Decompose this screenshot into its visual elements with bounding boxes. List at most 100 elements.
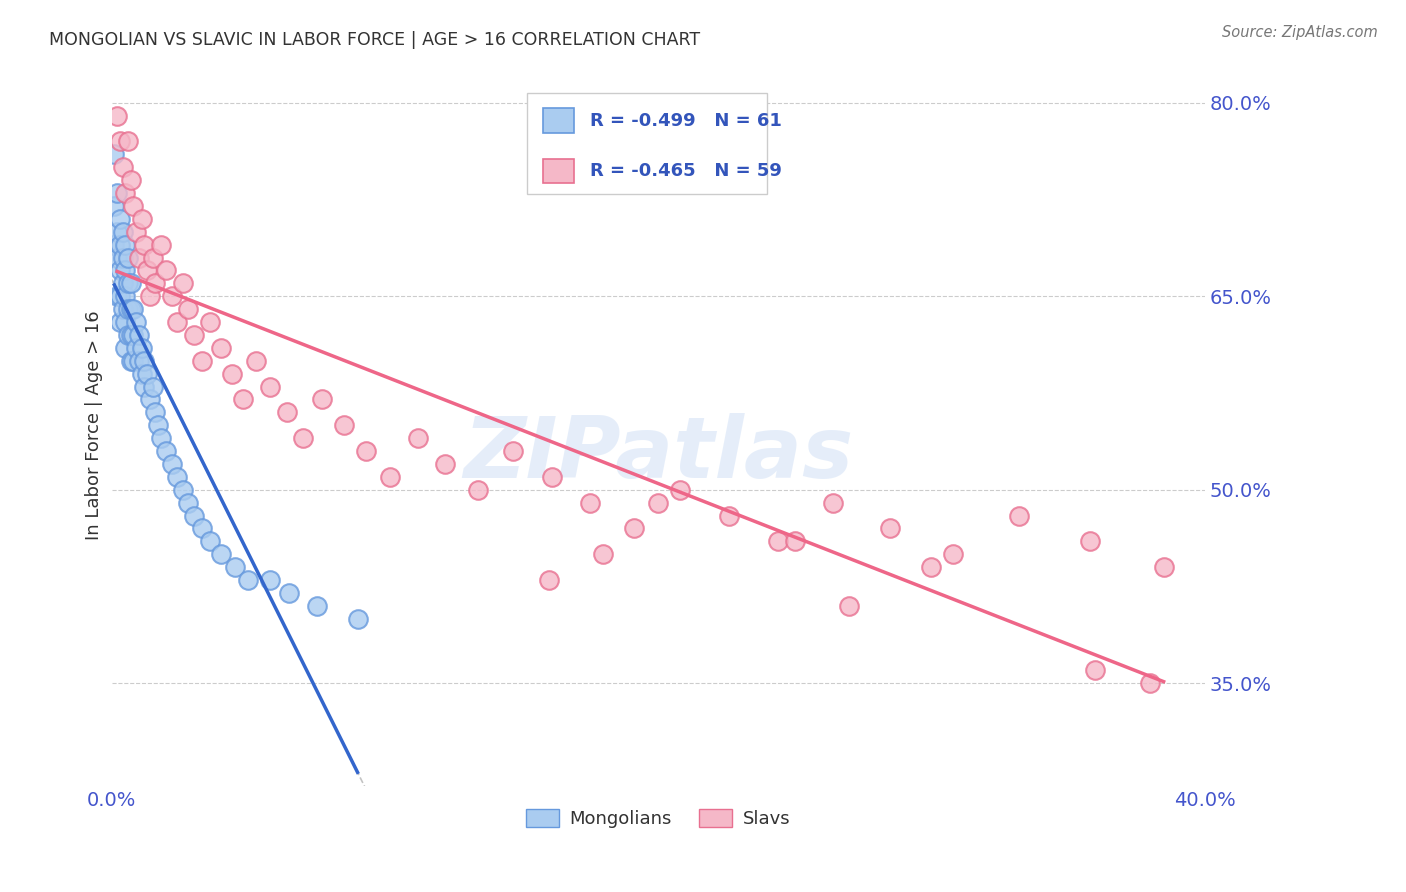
Point	[191, 521, 214, 535]
Point	[117, 277, 139, 291]
Point	[623, 521, 645, 535]
Y-axis label: In Labor Force | Age > 16: In Labor Force | Age > 16	[86, 310, 103, 540]
Point	[942, 547, 965, 561]
Point	[149, 431, 172, 445]
Point	[105, 225, 128, 239]
Point	[111, 251, 134, 265]
Point	[276, 405, 298, 419]
Point	[128, 328, 150, 343]
Point	[783, 534, 806, 549]
Point	[108, 211, 131, 226]
Point	[209, 341, 232, 355]
FancyBboxPatch shape	[543, 159, 574, 183]
Point	[117, 251, 139, 265]
Point	[183, 508, 205, 523]
Point	[333, 418, 356, 433]
Point	[117, 302, 139, 317]
Point	[125, 225, 148, 239]
Point	[920, 560, 942, 574]
Point	[120, 173, 142, 187]
FancyBboxPatch shape	[543, 109, 574, 133]
Point	[122, 328, 145, 343]
Point	[146, 418, 169, 433]
Point	[117, 135, 139, 149]
Point	[172, 277, 194, 291]
Point	[122, 353, 145, 368]
Point	[114, 315, 136, 329]
Point	[103, 237, 125, 252]
Point	[105, 289, 128, 303]
Point	[114, 263, 136, 277]
Point	[1008, 508, 1031, 523]
Point	[768, 534, 790, 549]
Point	[647, 496, 669, 510]
Point	[114, 186, 136, 200]
Point	[579, 496, 602, 510]
Point	[120, 277, 142, 291]
Point	[105, 251, 128, 265]
Point	[131, 211, 153, 226]
Point	[139, 392, 162, 407]
Point	[311, 392, 333, 407]
Point	[821, 496, 844, 510]
Point	[108, 237, 131, 252]
Point	[114, 341, 136, 355]
Point	[111, 161, 134, 175]
Point	[134, 237, 156, 252]
Text: Source: ZipAtlas.com: Source: ZipAtlas.com	[1222, 25, 1378, 40]
Point	[537, 573, 560, 587]
Point	[120, 302, 142, 317]
Point	[111, 302, 134, 317]
Point	[128, 251, 150, 265]
Point	[177, 496, 200, 510]
Point	[838, 599, 860, 613]
Point	[191, 353, 214, 368]
Point	[259, 379, 281, 393]
Point	[108, 135, 131, 149]
Point	[103, 199, 125, 213]
Point	[108, 315, 131, 329]
Point	[166, 470, 188, 484]
Point	[183, 328, 205, 343]
Point	[142, 251, 165, 265]
Point	[406, 431, 429, 445]
Point	[380, 470, 402, 484]
Point	[166, 315, 188, 329]
Point	[278, 586, 301, 600]
Point	[238, 573, 260, 587]
Point	[108, 263, 131, 277]
Point	[103, 147, 125, 161]
Point	[117, 328, 139, 343]
Point	[209, 547, 232, 561]
FancyBboxPatch shape	[527, 93, 768, 194]
Point	[125, 315, 148, 329]
Point	[105, 109, 128, 123]
Point	[592, 547, 614, 561]
Text: R = -0.465   N = 59: R = -0.465 N = 59	[591, 162, 782, 180]
Point	[111, 277, 134, 291]
Point	[142, 379, 165, 393]
Point	[128, 353, 150, 368]
Point	[1078, 534, 1101, 549]
Point	[136, 367, 159, 381]
Point	[305, 599, 328, 613]
Point	[1153, 560, 1175, 574]
Point	[131, 341, 153, 355]
Point	[114, 237, 136, 252]
Point	[155, 444, 177, 458]
Point	[198, 534, 221, 549]
Point	[131, 367, 153, 381]
Text: MONGOLIAN VS SLAVIC IN LABOR FORCE | AGE > 16 CORRELATION CHART: MONGOLIAN VS SLAVIC IN LABOR FORCE | AGE…	[49, 31, 700, 49]
Point	[433, 457, 456, 471]
Point	[669, 483, 692, 497]
Point	[198, 315, 221, 329]
Text: R = -0.499   N = 61: R = -0.499 N = 61	[591, 112, 782, 129]
Point	[143, 277, 166, 291]
Point	[245, 353, 267, 368]
Point	[155, 263, 177, 277]
Point	[143, 405, 166, 419]
Point	[224, 560, 246, 574]
Point	[502, 444, 524, 458]
Point	[718, 508, 741, 523]
Text: ZIPatlas: ZIPatlas	[463, 413, 853, 496]
